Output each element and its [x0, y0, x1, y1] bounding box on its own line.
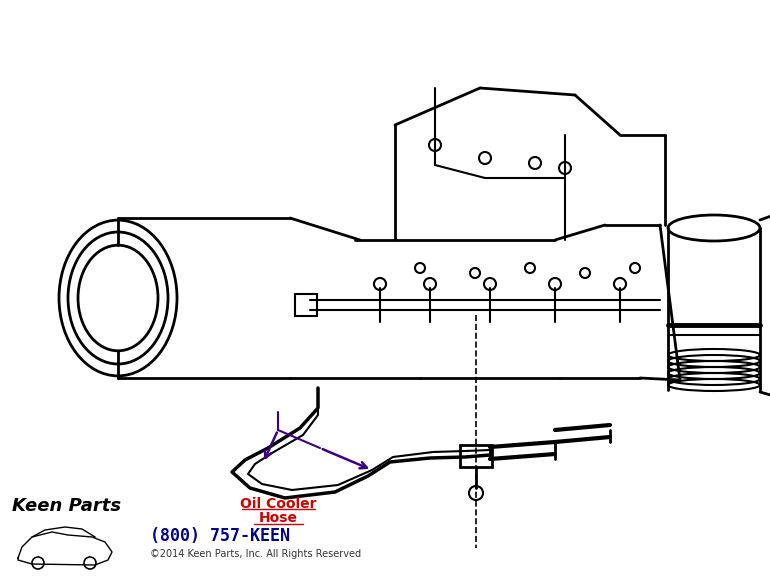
Bar: [460, 445, 492, 467]
Text: ©2014 Keen Parts, Inc. All Rights Reserved: ©2014 Keen Parts, Inc. All Rights Reserv…: [150, 549, 361, 559]
Text: Oil Cooler: Oil Cooler: [239, 497, 316, 511]
Text: Hose: Hose: [259, 511, 297, 525]
Text: (800) 757-KEEN: (800) 757-KEEN: [150, 527, 290, 545]
Text: Keen Parts: Keen Parts: [12, 497, 121, 515]
Bar: [295, 294, 317, 316]
